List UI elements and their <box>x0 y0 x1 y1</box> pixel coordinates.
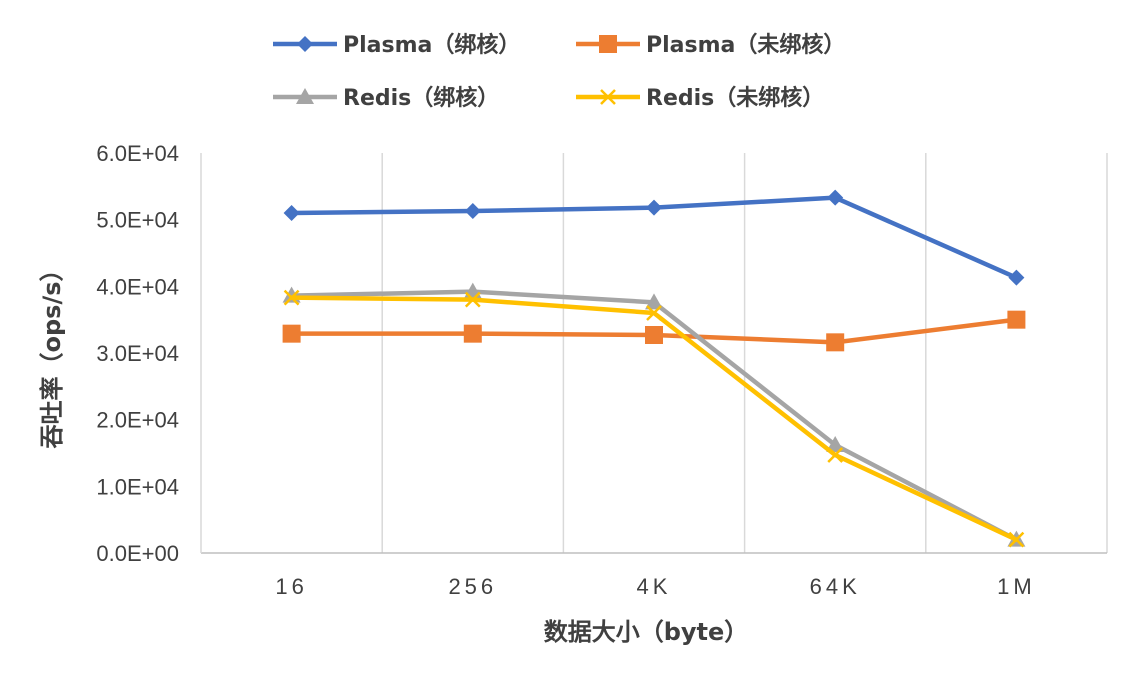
legend-item: Redis（绑核） <box>273 85 499 111</box>
legend-item: Plasma（未绑核） <box>576 32 845 58</box>
legend-item: Plasma（绑核） <box>273 32 520 58</box>
data-point <box>463 324 482 343</box>
tick-labels: 0.0E+00 1.0E+04 2.0E+04 3.0E+04 4.0E+04 5.0E+… <box>96 141 1036 599</box>
data-point <box>827 447 844 463</box>
data-point <box>645 326 663 344</box>
data-point <box>646 199 662 216</box>
x-tick-label: 1M <box>997 574 1036 599</box>
y-axis-title: 吞吐率（ops/s） <box>38 257 66 448</box>
x-axis-title: 数据大小（byte） <box>544 618 749 646</box>
data-point <box>283 289 300 306</box>
legend-label: Redis（未绑核） <box>646 85 824 111</box>
data-point <box>464 291 481 308</box>
data-point <box>826 333 845 352</box>
legend-label: Plasma（绑核） <box>343 32 520 58</box>
legend-marker <box>297 36 313 52</box>
y-tick-label: 0.0E+00 <box>96 541 179 566</box>
series-plot-area <box>282 189 1026 548</box>
y-tick-label: 3.0E+04 <box>96 341 179 366</box>
legend-marker <box>600 89 616 105</box>
legend-marker <box>599 35 617 53</box>
series-3 <box>282 282 1026 547</box>
axes <box>200 153 1107 554</box>
data-point <box>826 436 845 452</box>
y-tick-label: 5.0E+04 <box>96 208 179 233</box>
data-point <box>827 189 844 206</box>
data-point <box>282 324 301 343</box>
series-4 <box>283 289 1025 548</box>
y-tick-label: 6.0E+04 <box>96 141 179 166</box>
series-1 <box>283 189 1025 286</box>
data-point <box>1008 531 1025 548</box>
grid-lines <box>381 153 1108 553</box>
data-point <box>645 293 663 310</box>
data-point <box>283 205 300 221</box>
y-tick-label: 1.0E+04 <box>96 474 179 499</box>
legend: Plasma（绑核） Plasma（未绑核） Redis（绑核） Redis（未绑核） <box>273 32 845 111</box>
legend-label: Plasma（未绑核） <box>646 32 845 58</box>
x-tick-label: 256 <box>448 574 497 599</box>
legend-item: Redis（未绑核） <box>576 85 824 111</box>
x-tick-label: 16 <box>275 574 307 599</box>
series-2 <box>282 310 1026 352</box>
y-tick-label: 4.0E+04 <box>96 274 179 299</box>
data-point <box>1007 310 1026 329</box>
legend-label: Redis（绑核） <box>343 85 499 111</box>
x-tick-label: 4K <box>637 574 672 599</box>
data-point <box>1008 269 1025 286</box>
data-point <box>646 305 662 321</box>
x-tick-label: 64K <box>810 574 861 599</box>
y-tick-label: 2.0E+04 <box>96 408 179 433</box>
data-point <box>464 203 481 219</box>
legend-marker <box>296 88 314 104</box>
